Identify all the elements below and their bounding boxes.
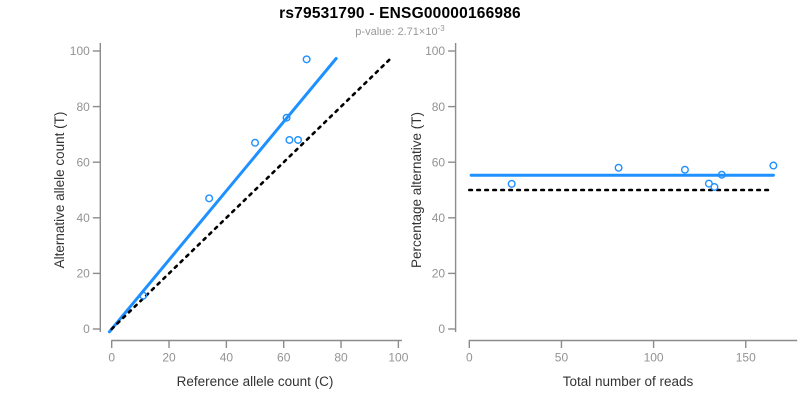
y-tick-label: 100 <box>425 44 445 58</box>
data-point <box>139 291 148 300</box>
y-tick-label: 0 <box>83 322 90 336</box>
data-point <box>282 113 291 122</box>
x-tick-label: 100 <box>644 351 664 365</box>
data-point <box>710 182 719 191</box>
data-point <box>507 179 516 188</box>
data-point <box>769 161 778 170</box>
x-tick-label: 0 <box>466 351 473 365</box>
fit-line <box>107 57 338 334</box>
y-tick-label: 40 <box>76 211 90 225</box>
x-tick-label: 150 <box>736 351 756 365</box>
y-tick-label: 60 <box>76 155 90 169</box>
p-value-text: p-value: 2.71×10 <box>355 26 438 38</box>
data-point <box>205 194 214 203</box>
data-point <box>302 55 311 64</box>
x-tick-label: 40 <box>220 351 234 365</box>
y-tick-label: 80 <box>432 100 446 114</box>
y-tick-label: 100 <box>70 44 90 58</box>
y-axis-title: Alternative allele count (T) <box>52 112 67 269</box>
panel-right: 0 50 100 150 0 20 40 60 80 100 Total number of rea… <box>409 43 798 389</box>
x-tick-label: 60 <box>277 351 291 365</box>
x-axis-title: Reference allele count (C) <box>177 374 334 389</box>
y-axis-title: Percentage alternative (T) <box>409 112 424 268</box>
data-point <box>285 135 294 144</box>
y-tick-label: 20 <box>76 267 90 281</box>
x-tick-label: 50 <box>555 351 569 365</box>
data-point <box>614 163 623 172</box>
data-point <box>717 170 726 179</box>
y-tick-label: 20 <box>432 267 446 281</box>
data-point <box>294 135 303 144</box>
data-point <box>680 165 689 174</box>
y-tick-label: 80 <box>76 100 90 114</box>
identity-line <box>110 58 391 331</box>
data-point <box>251 138 260 147</box>
x-tick-label: 20 <box>162 351 176 365</box>
y-tick-label: 0 <box>438 322 445 336</box>
panel-left: 0 20 40 60 80 100 0 20 40 60 80 100 Reference allele… <box>52 43 409 389</box>
x-axis-title: Total number of reads <box>563 374 694 389</box>
p-value-exponent: -3 <box>437 24 445 33</box>
x-tick-label: 80 <box>334 351 348 365</box>
x-tick-label: 100 <box>388 351 408 365</box>
y-tick-label: 60 <box>432 155 446 169</box>
x-tick-label: 0 <box>108 351 115 365</box>
data-point <box>704 179 713 188</box>
plot-subtitle: p-value: 2.71×10-3 <box>0 24 800 38</box>
plot-title: rs79531790 - ENSG00000166986 <box>279 5 521 22</box>
y-tick-label: 40 <box>432 211 446 225</box>
